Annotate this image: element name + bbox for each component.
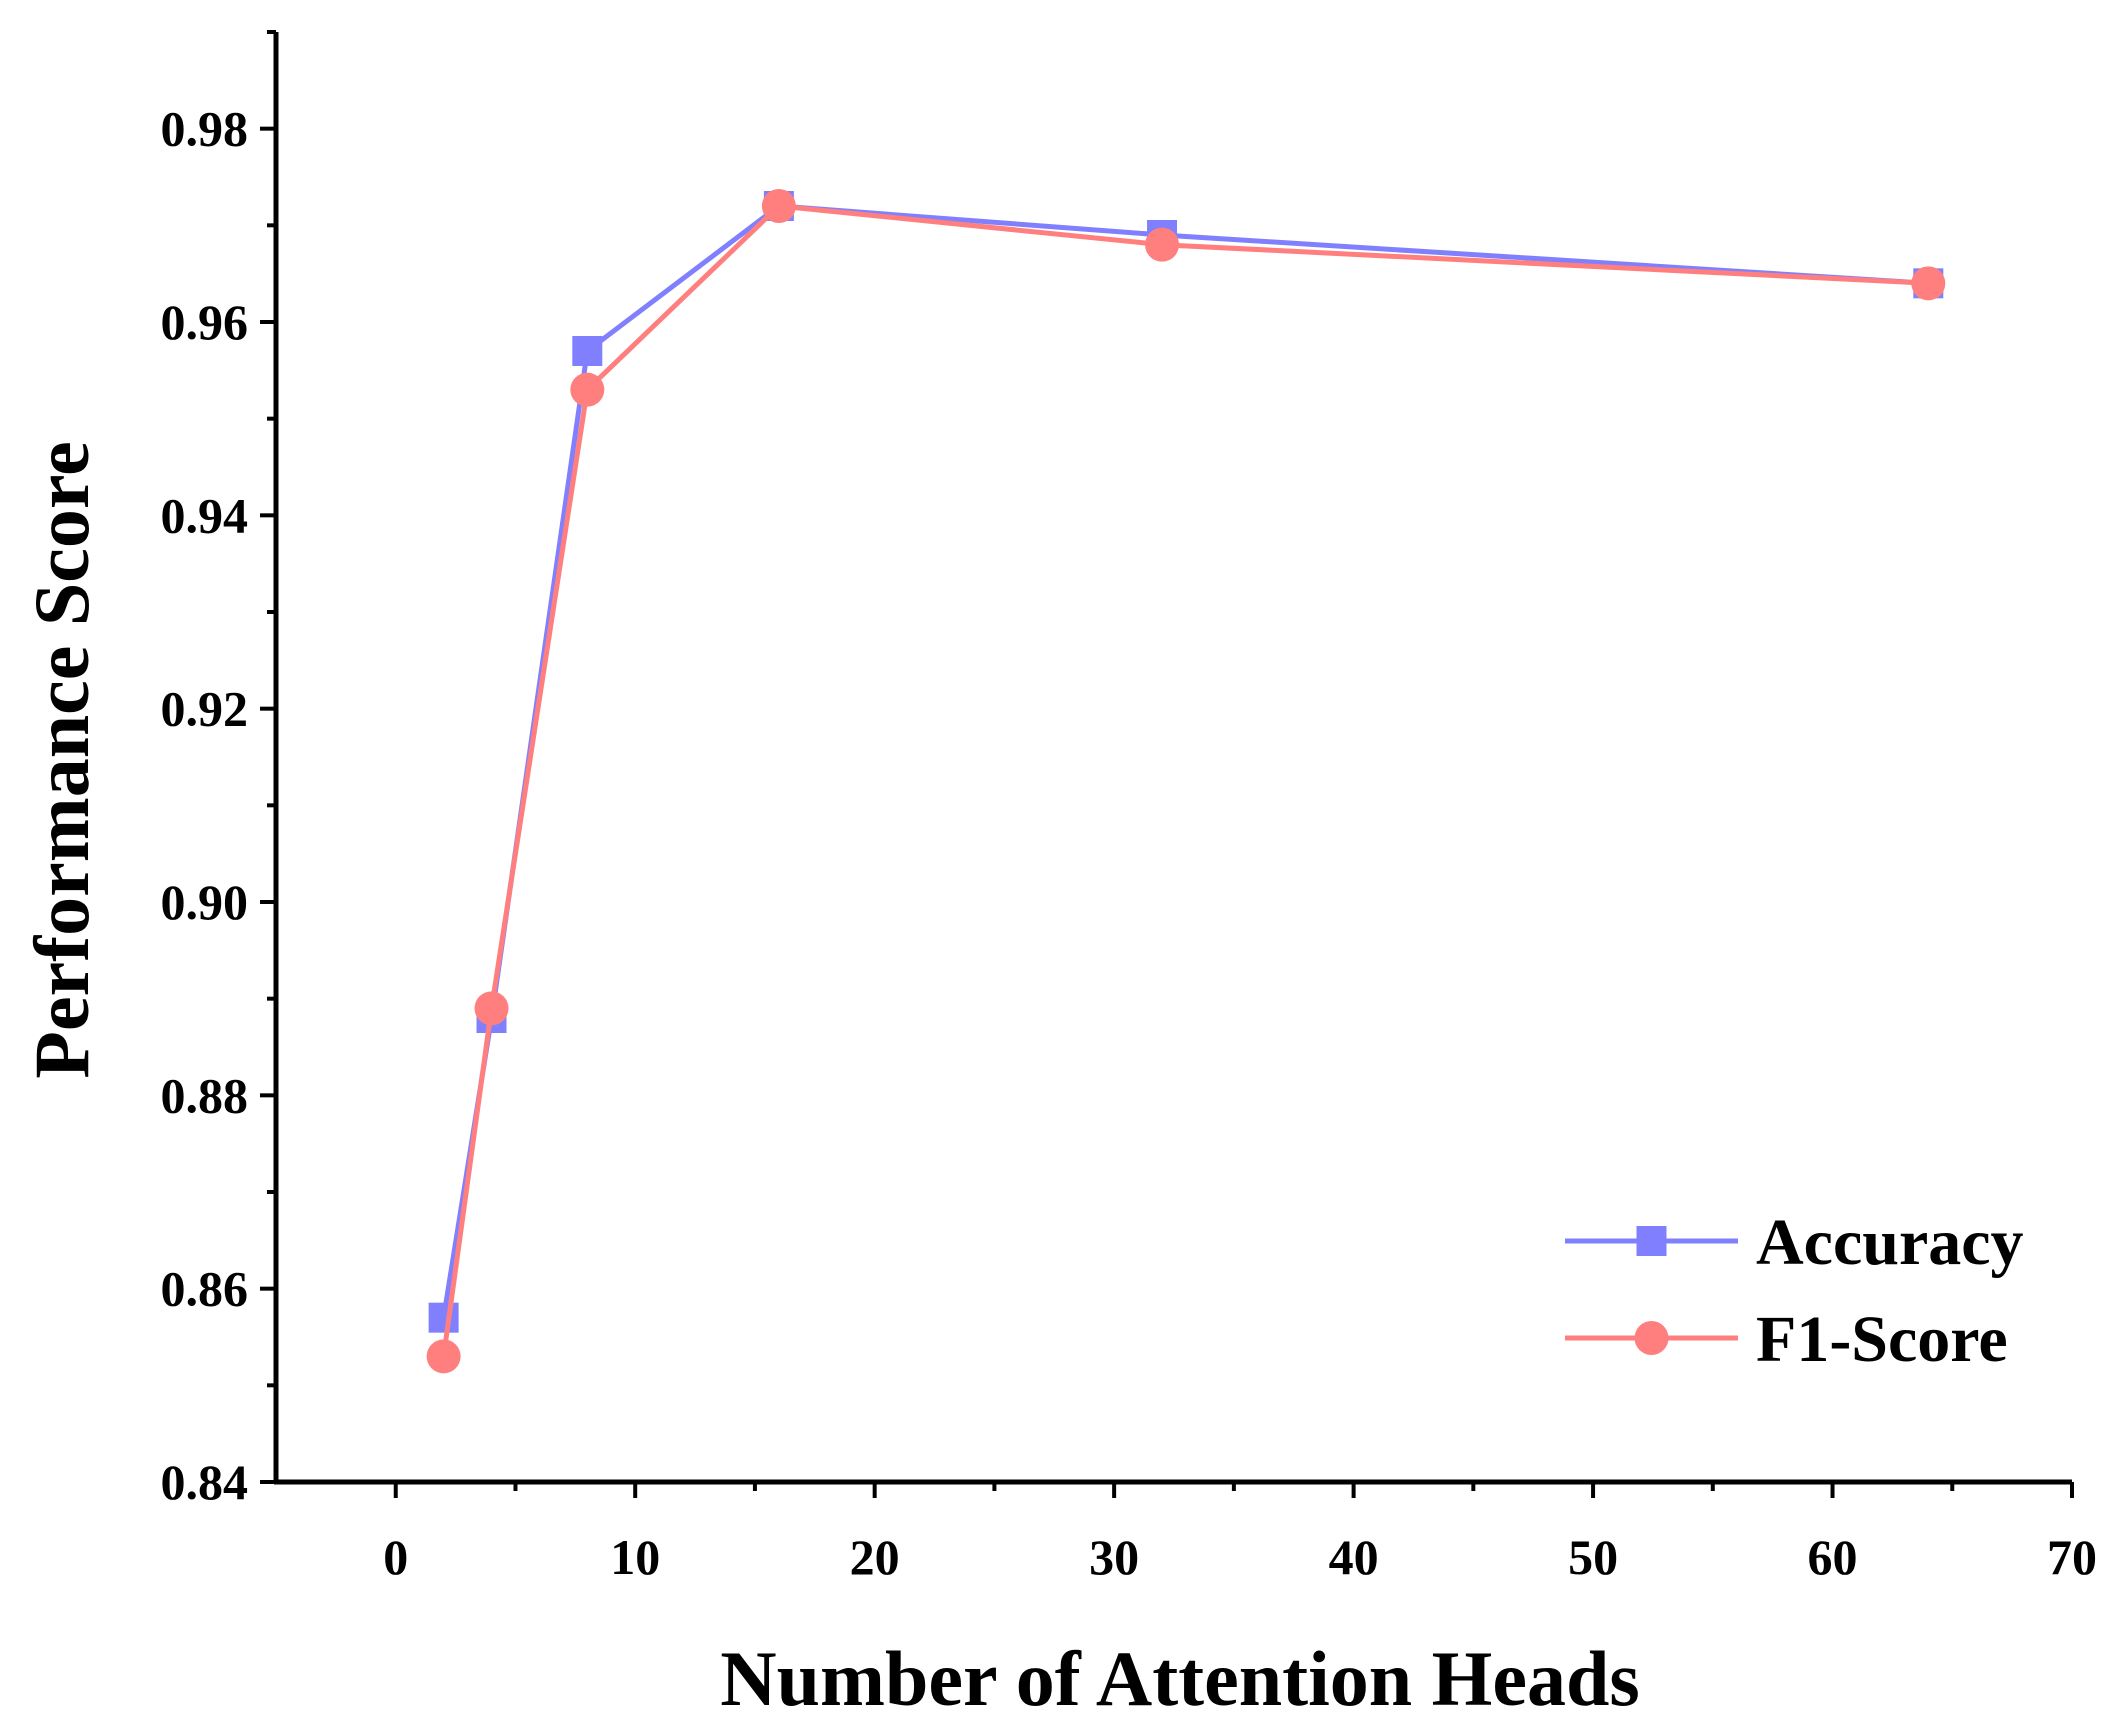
legend-item: Accuracy xyxy=(1565,1206,2024,1279)
series-2 xyxy=(426,189,1946,1374)
y-tick-label: 0.86 xyxy=(161,1261,249,1317)
series xyxy=(426,189,1946,1374)
series-1 xyxy=(428,191,1944,1333)
x-tick-label: 60 xyxy=(1808,1529,1858,1585)
y-tick-label: 0.90 xyxy=(161,874,249,930)
data-point xyxy=(1911,266,1946,301)
data-point xyxy=(426,1339,461,1374)
x-tick-label: 70 xyxy=(2047,1529,2097,1585)
data-point xyxy=(570,372,605,407)
axes xyxy=(273,32,2072,1485)
y-axis-title: Performance Score xyxy=(18,441,105,1078)
y-tick-label: 0.96 xyxy=(161,294,249,350)
tick-labels: 0.84 0.86 0.88 0.90 0.92 0.94 0.96 0.98 0 10 20 30 4… xyxy=(161,101,2098,1585)
data-point xyxy=(474,991,509,1026)
x-tick-label: 10 xyxy=(610,1529,660,1585)
series-line xyxy=(441,203,1929,1319)
x-tick-label: 50 xyxy=(1568,1529,1618,1585)
data-point xyxy=(428,1302,459,1333)
legend-item: F1-Score xyxy=(1565,1303,2008,1376)
x-tick-label: 40 xyxy=(1329,1529,1379,1585)
legend-label: F1-Score xyxy=(1756,1303,2008,1376)
data-point xyxy=(572,336,603,366)
x-tick-label: 30 xyxy=(1089,1529,1139,1585)
y-tick-label: 0.94 xyxy=(161,487,249,543)
x-tick-label: 20 xyxy=(850,1529,900,1585)
y-tick-label: 0.88 xyxy=(161,1067,249,1123)
x-tick-label: 0 xyxy=(383,1529,408,1585)
legend-marker xyxy=(1636,1226,1667,1256)
tick-marks xyxy=(260,30,2074,1498)
legend: Accuracy F1-Score xyxy=(1565,1206,2024,1376)
y-tick-label: 0.92 xyxy=(161,681,249,737)
legend-marker xyxy=(1634,1321,1669,1355)
data-point xyxy=(761,189,796,223)
data-point xyxy=(1145,227,1180,262)
y-tick-label: 0.84 xyxy=(161,1454,249,1510)
series-line xyxy=(441,203,1929,1357)
x-axis-title: Number of Attention Heads xyxy=(720,1635,1639,1722)
y-tick-label: 0.98 xyxy=(161,101,249,157)
legend-label: Accuracy xyxy=(1756,1206,2024,1279)
